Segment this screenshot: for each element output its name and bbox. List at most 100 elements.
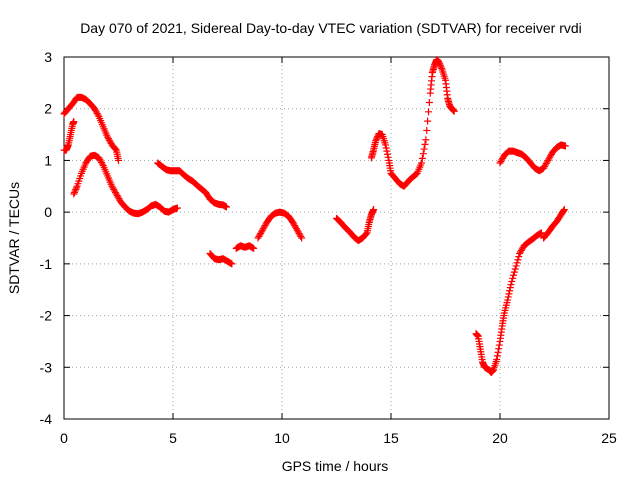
data-series [206,250,236,268]
data-point [436,61,444,69]
x-tick-label: 20 [492,430,508,446]
y-tick-label: 3 [44,49,52,65]
x-tick-label: 10 [274,430,290,446]
y-tick-label: 1 [44,152,52,168]
y-tick-label: -3 [40,359,53,375]
data-point [70,188,78,196]
data-point [515,253,523,261]
data-point [418,159,426,167]
data-point [424,108,432,116]
data-point [425,99,433,107]
data-point [222,203,230,211]
chart-title: Day 070 of 2021, Sidereal Day-to-day VTE… [80,20,582,36]
data-series [254,208,306,242]
data-point [437,63,445,71]
data-point [297,232,305,240]
data-point [423,126,431,134]
data-point [250,244,258,252]
data-point [494,348,502,356]
data-point [382,144,390,152]
data-point [506,287,514,295]
y-tick-labels: -4 -3 -2 -1 0 1 2 3 [40,49,53,427]
data-point [111,145,119,153]
data-point [384,150,392,158]
data-point [384,153,392,161]
data-series [367,56,458,190]
axis-ticks [63,56,610,420]
data-point [493,352,501,360]
data-point [505,290,513,298]
data-point [495,345,503,353]
data-point [420,145,428,153]
data-point [70,118,78,126]
y-tick-label: 0 [44,204,52,220]
data-point [382,141,390,149]
data-point [511,265,519,273]
data-point [98,160,106,168]
data-point [71,187,79,195]
data-point [514,256,522,264]
data-series [60,93,122,164]
data-point [560,207,568,215]
data-series [60,118,78,154]
data-point [435,58,443,66]
data-point [438,64,446,72]
data-series [333,206,378,245]
data-point [115,156,122,164]
x-axis-label: GPS time / hours [282,458,389,474]
data-point [422,136,430,144]
data-point [510,271,518,279]
data-point [508,277,516,285]
data-point [72,185,80,193]
data-point [506,284,514,292]
x-tick-labels: 0 5 10 15 20 25 [60,430,617,446]
data-point [509,274,517,282]
data-series [496,141,569,175]
x-tick-label: 25 [601,430,617,446]
data-point [72,184,80,192]
data-point [513,259,521,267]
y-axis-label: SDTVAR / TECUs [6,182,22,294]
data-point [493,356,501,364]
data-point [94,111,102,119]
data-point [421,140,429,148]
data-points [60,56,569,376]
y-tick-label: -2 [40,308,53,324]
data-point [495,341,503,349]
x-tick-label: 0 [60,430,68,446]
data-point [424,117,432,125]
data-point [436,60,444,68]
data-point [383,147,391,155]
x-tick-label: 15 [383,430,399,446]
data-point [537,229,545,237]
data-point [560,206,568,214]
data-series [540,206,568,242]
x-tick-label: 5 [169,430,177,446]
data-point [504,293,512,301]
y-tick-label: -1 [40,256,53,272]
data-series [232,242,258,252]
data-series [154,159,230,211]
data-point [418,154,426,162]
data-point [298,234,306,242]
y-tick-label: 2 [44,101,52,117]
data-series [472,229,545,376]
plot-frame [63,56,610,420]
data-point [450,107,458,115]
data-point [507,281,515,289]
data-point [419,150,427,158]
data-point [228,260,236,268]
data-point [510,268,518,276]
data-point [70,190,78,198]
data-point [504,296,512,304]
data-series [70,151,181,218]
y-tick-label: -4 [40,411,53,427]
data-point [362,230,370,238]
data-point [561,142,569,150]
grid [64,57,609,419]
data-point [512,262,520,270]
data-point [173,204,181,212]
data-point [370,206,378,214]
